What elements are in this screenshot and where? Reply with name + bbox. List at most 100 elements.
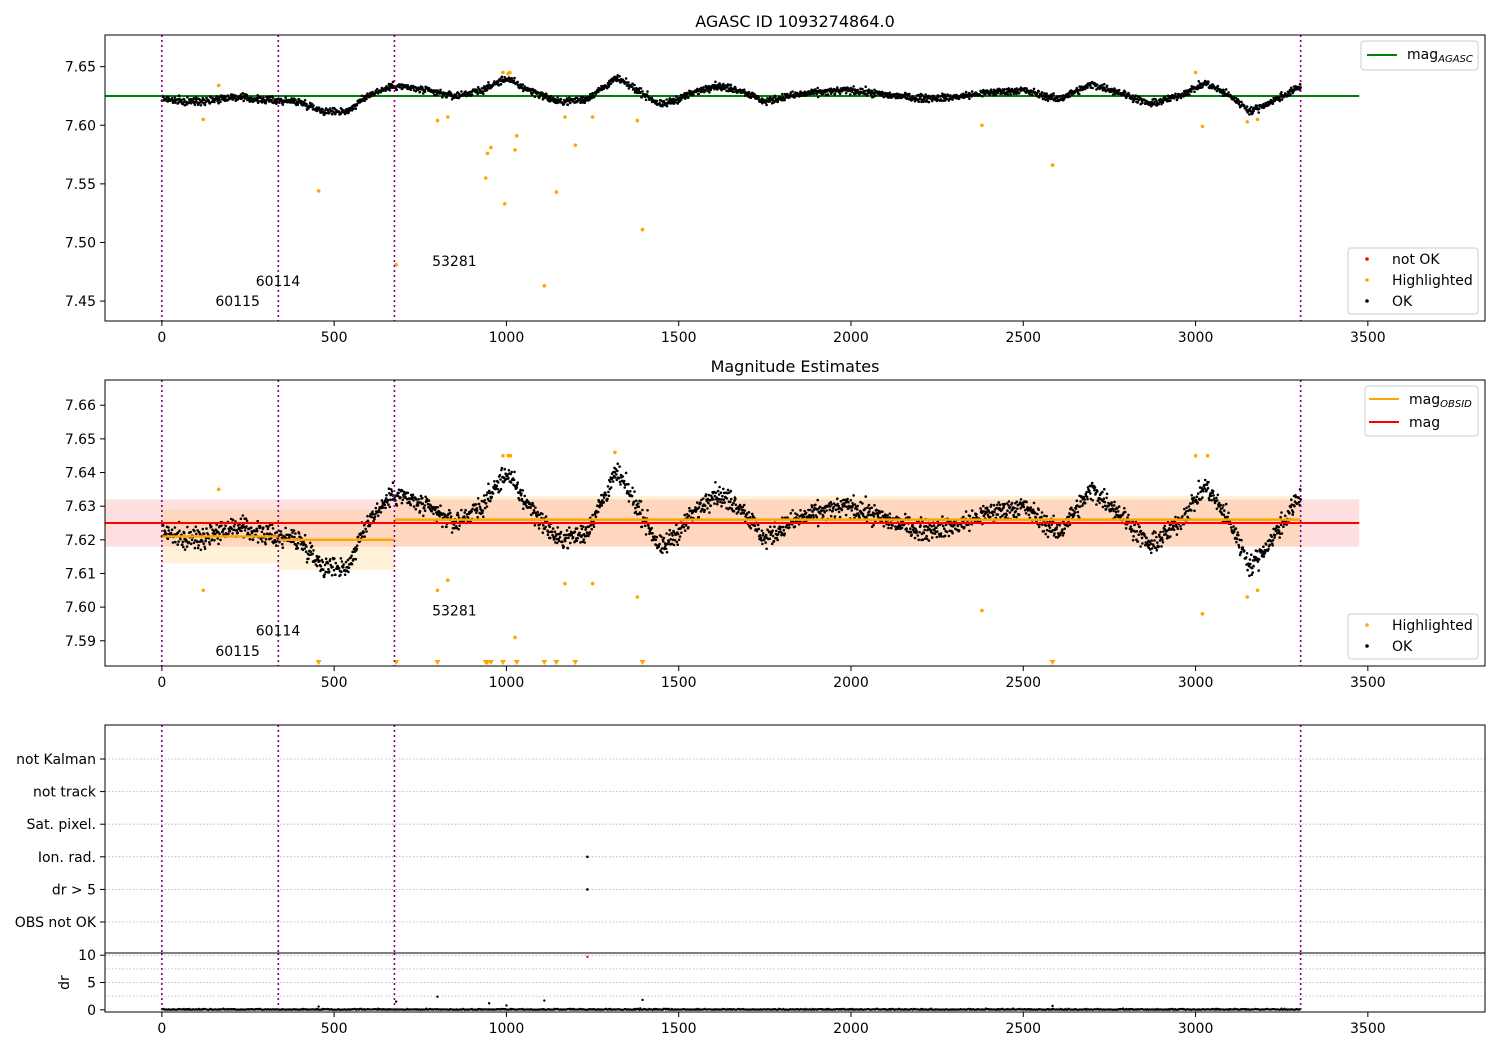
ok-point — [578, 531, 581, 535]
ok-point — [1257, 558, 1261, 561]
ok-point — [500, 75, 504, 79]
ok-point — [975, 515, 979, 519]
ok-point — [1149, 542, 1153, 546]
ok-point — [968, 97, 971, 100]
ok-point — [522, 507, 525, 511]
ok-point — [683, 529, 687, 532]
ok-point — [303, 533, 307, 537]
ok-point — [858, 92, 861, 96]
ok-point — [435, 513, 439, 516]
ok-point — [622, 481, 626, 485]
ok-point — [318, 559, 321, 563]
ok-point — [804, 511, 808, 515]
ok-point — [631, 82, 634, 85]
ok-point — [757, 527, 760, 531]
ok-point — [1037, 508, 1040, 512]
ok-point — [1277, 530, 1281, 533]
ok-point — [566, 546, 570, 550]
ok-point — [836, 502, 839, 506]
ok-point — [646, 90, 649, 93]
ok-point — [555, 537, 559, 541]
ok-point — [1001, 514, 1004, 517]
ok-point — [770, 542, 774, 546]
ok-point — [1174, 92, 1177, 96]
ok-point — [749, 92, 752, 96]
ok-point — [833, 515, 837, 518]
ok-point — [399, 496, 402, 499]
ok-point — [281, 103, 285, 106]
ok-point — [1241, 546, 1245, 549]
ok-point — [785, 524, 788, 528]
ok-point — [768, 537, 772, 541]
ok-point — [981, 95, 984, 98]
ok-point — [703, 508, 706, 512]
ok-point — [962, 515, 965, 519]
ok-point — [1163, 524, 1167, 528]
ok-point — [1058, 524, 1061, 527]
ok-point — [641, 508, 644, 512]
ok-point — [1206, 82, 1210, 86]
ok-point — [631, 486, 634, 490]
ok-point — [1096, 83, 1099, 87]
ok-point — [1179, 96, 1183, 100]
ok-point — [1123, 507, 1126, 510]
ok-point — [591, 513, 594, 517]
ok-point — [340, 570, 343, 573]
ok-point — [826, 93, 830, 96]
ok-point — [251, 538, 255, 542]
ok-point — [551, 533, 554, 537]
ok-point — [558, 536, 562, 539]
ok-point — [829, 505, 832, 508]
ok-point — [435, 93, 439, 97]
ok-point — [696, 87, 699, 91]
ok-point — [361, 535, 364, 538]
ok-point — [1288, 512, 1291, 515]
ok-point — [569, 541, 572, 545]
ok-point — [1238, 100, 1241, 104]
ok-point — [414, 507, 418, 511]
ok-point — [377, 508, 381, 512]
ok-point — [556, 96, 559, 99]
ok-point — [344, 560, 348, 564]
ok-point — [1248, 113, 1251, 116]
ok-point — [718, 485, 721, 489]
ok-point — [1222, 504, 1225, 507]
ok-point — [1299, 86, 1302, 89]
ok-point — [633, 490, 636, 493]
ok-point — [798, 515, 801, 518]
ok-point — [1294, 85, 1298, 89]
ok-point — [559, 97, 563, 101]
ok-point — [758, 534, 762, 537]
ok-point — [1141, 101, 1144, 105]
ok-point — [342, 566, 345, 569]
ok-point — [541, 91, 544, 95]
ok-point — [453, 526, 456, 530]
ok-point — [721, 494, 724, 498]
ok-point — [305, 561, 309, 564]
ok-point — [982, 504, 985, 508]
ok-point — [312, 104, 315, 107]
ok-point — [851, 502, 854, 505]
ok-point — [795, 516, 798, 519]
ok-point — [582, 95, 585, 99]
ok-point — [1028, 92, 1032, 96]
ok-point — [1136, 101, 1140, 104]
ok-point — [807, 508, 810, 512]
ok-point — [816, 95, 820, 99]
ok-point — [646, 509, 649, 512]
ok-point — [490, 495, 494, 499]
ok-point — [791, 90, 794, 93]
highlighted-point — [508, 453, 513, 458]
ok-point — [299, 543, 303, 546]
ok-point — [831, 509, 834, 513]
ok-point — [305, 102, 308, 106]
ok-point — [308, 541, 312, 545]
ok-point — [296, 101, 300, 105]
ok-point — [970, 509, 974, 512]
ok-point — [713, 502, 716, 505]
ok-point — [753, 92, 756, 96]
ok-point — [761, 534, 765, 537]
ok-point — [630, 494, 634, 498]
ok-point — [1015, 500, 1019, 504]
ok-point — [194, 525, 198, 529]
